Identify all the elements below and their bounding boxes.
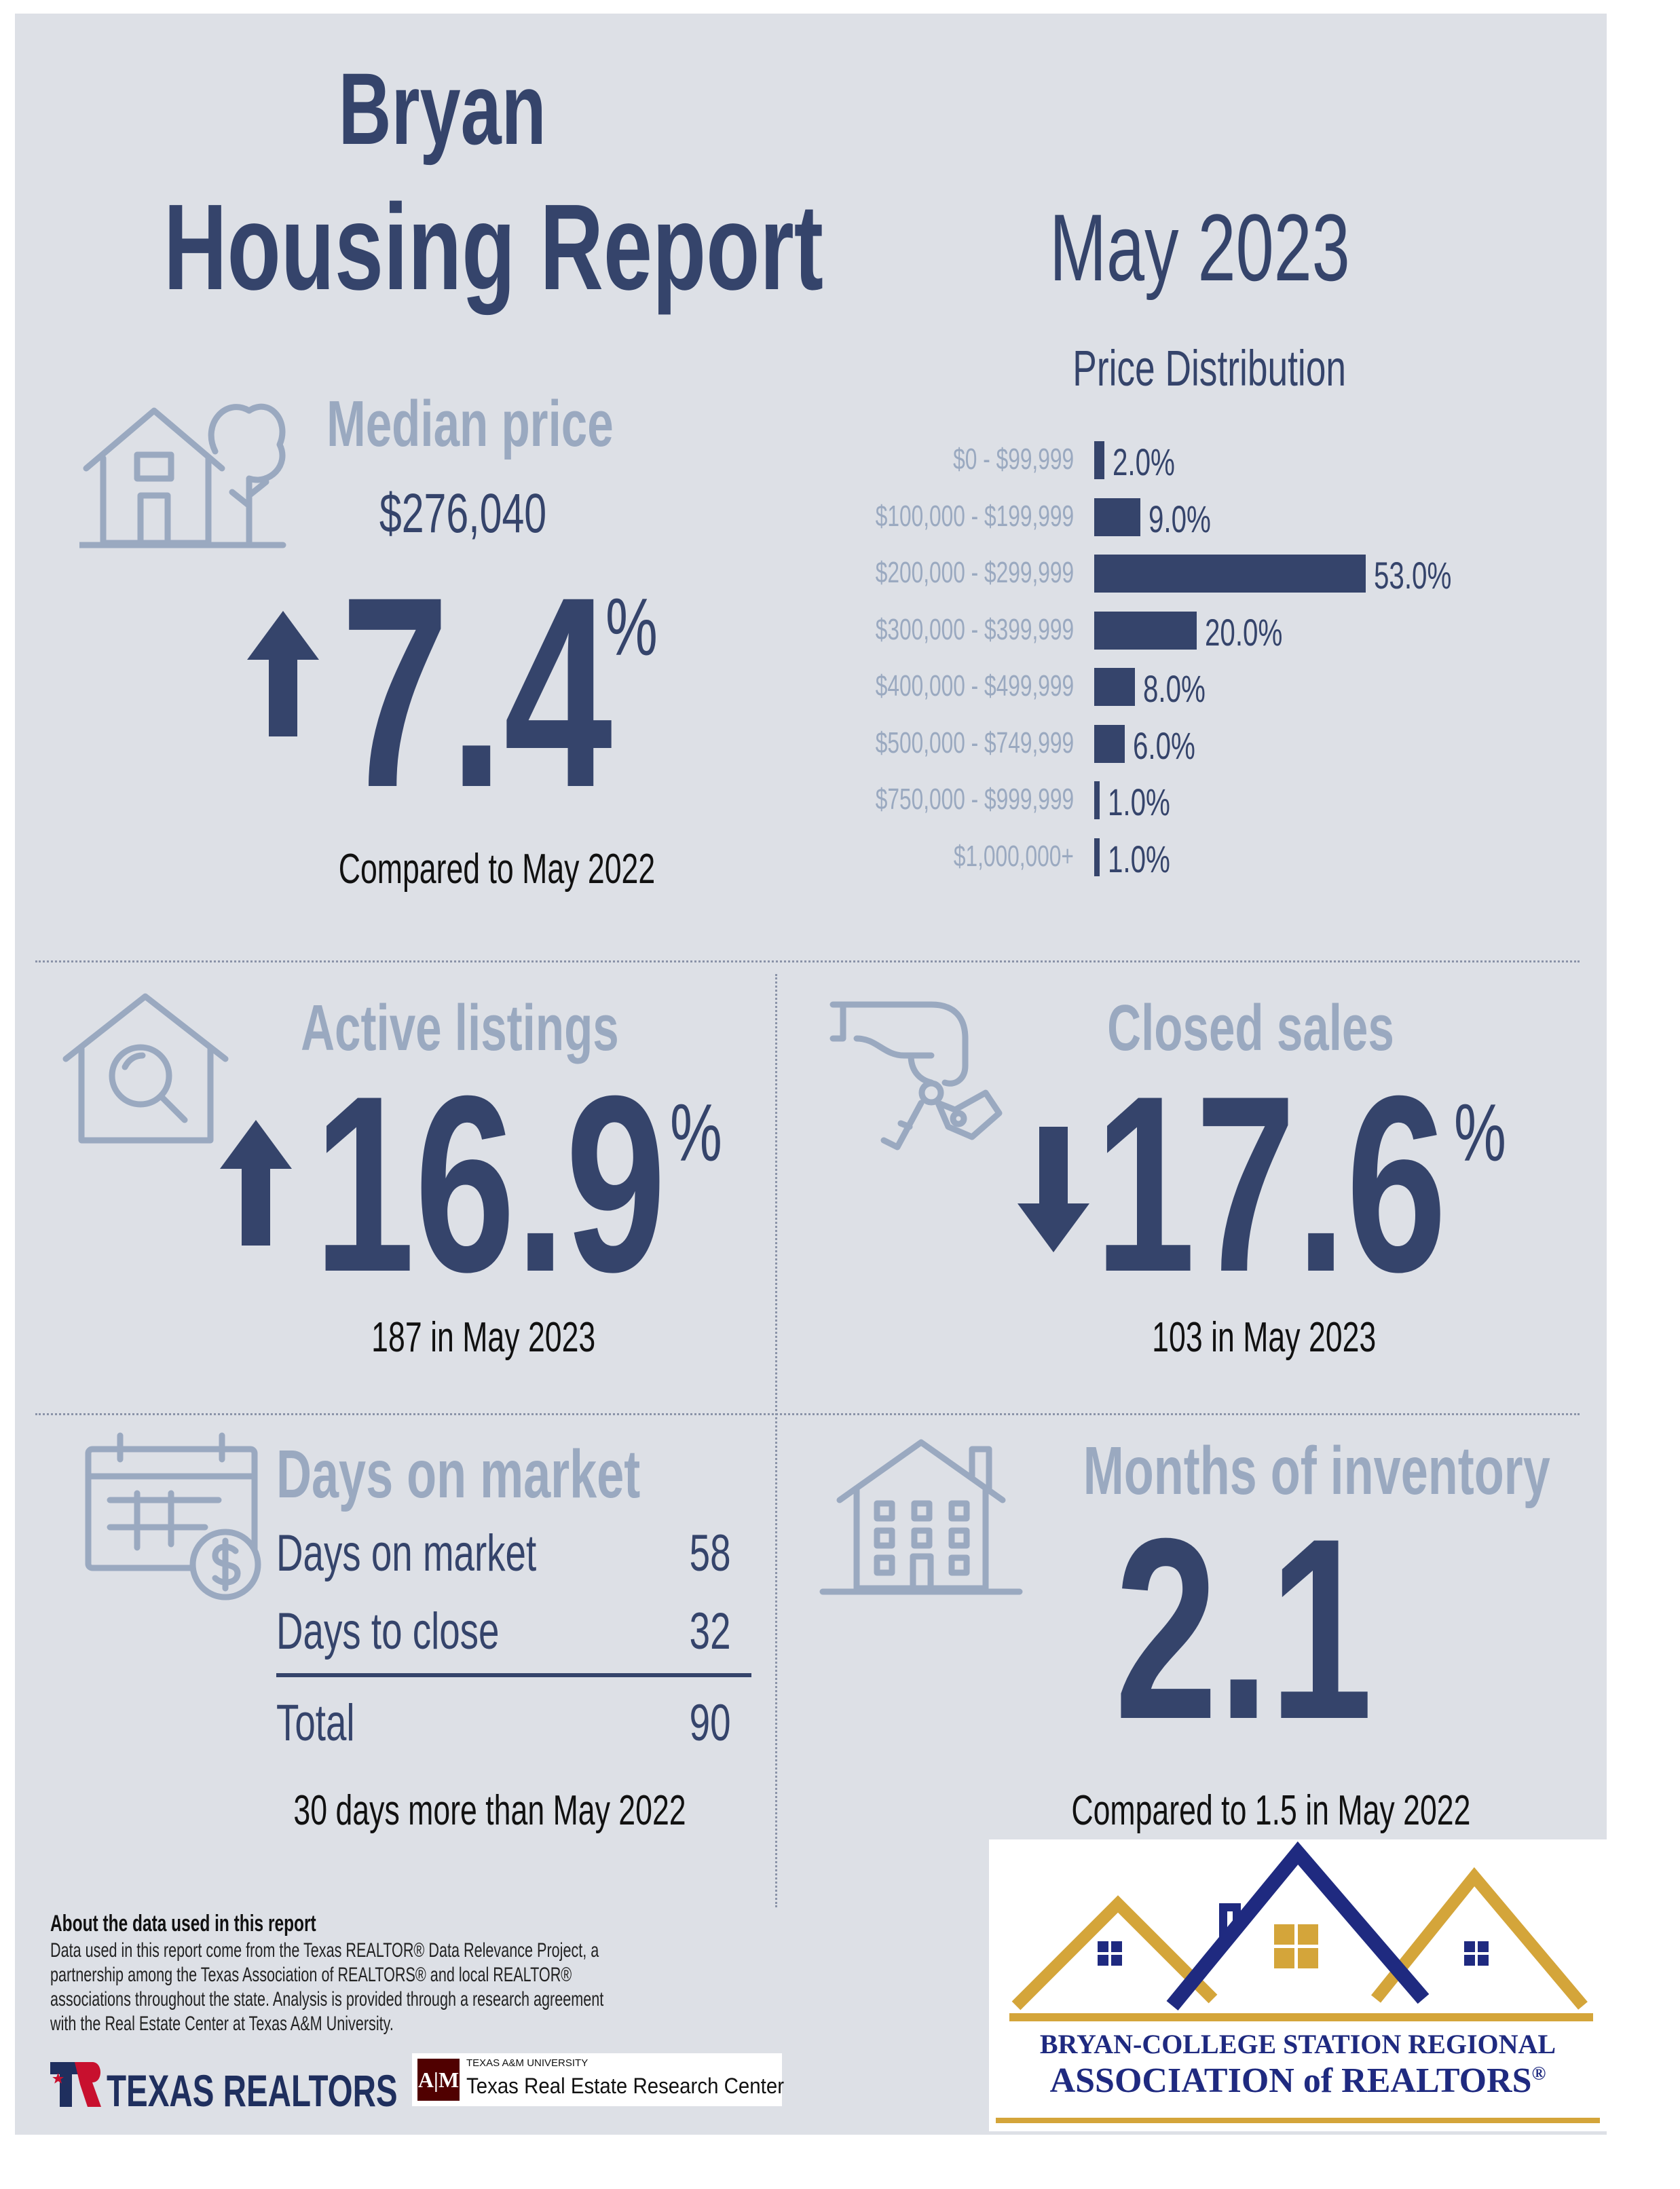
price-range-label: $500,000 - $749,999 xyxy=(875,726,1074,760)
price-range-label: $0 - $99,999 xyxy=(953,443,1074,476)
price-bar xyxy=(1094,668,1136,706)
active-listings-change: 16.9 xyxy=(314,1044,667,1324)
bcs-line2: ASSOCIATION of REALTORS xyxy=(1049,2061,1532,2100)
arrow-down-icon xyxy=(1018,1127,1089,1252)
price-bar-value: 20.0% xyxy=(1205,610,1283,654)
house-search-icon xyxy=(62,993,229,1144)
closed-sales-change: 17.6 xyxy=(1094,1044,1447,1324)
arrow-up-icon xyxy=(220,1120,292,1246)
median-price-value: $276,040 xyxy=(379,483,547,544)
price-bar xyxy=(1094,441,1105,479)
months-inventory-note: Compared to 1.5 in May 2022 xyxy=(1070,1787,1471,1834)
bcs-bottom-rule xyxy=(996,2118,1600,2123)
price-bar-value: 1.0% xyxy=(1107,781,1170,823)
median-price-note: Compared to May 2022 xyxy=(338,846,656,893)
bcs-line2-wrap: ASSOCIATION of REALTORS® xyxy=(989,2061,1607,2101)
report-page: Bryan Housing Report May 2023 Median pri… xyxy=(15,14,1607,2135)
price-bar-value: 6.0% xyxy=(1133,724,1196,767)
hand-key-icon xyxy=(829,1001,1003,1150)
active-listings-percent: % xyxy=(670,1087,722,1178)
price-range-label: $200,000 - $299,999 xyxy=(875,556,1074,589)
price-bar xyxy=(1094,611,1197,650)
city-title: Bryan xyxy=(338,52,547,166)
median-price-change: 7.4 xyxy=(340,540,613,844)
price-range-label: $1,000,000+ xyxy=(953,839,1074,873)
closed-sales-note: 103 in May 2023 xyxy=(1151,1314,1377,1361)
bcs-registered: ® xyxy=(1531,2063,1546,2084)
price-distribution-chart: $0 - $99,999 2.0% $100,000 - $199,999 9.0% $… xyxy=(15,14,1607,896)
months-inventory-heading: Months of inventory xyxy=(1083,1433,1550,1509)
dtc-row-value: 32 xyxy=(690,1603,731,1660)
median-price-percent: % xyxy=(605,582,658,673)
price-bar-value: 1.0% xyxy=(1107,837,1170,880)
median-price-heading: Median price xyxy=(326,388,614,460)
price-range-label: $300,000 - $399,999 xyxy=(875,612,1074,646)
closed-sales-percent: % xyxy=(1454,1087,1506,1178)
divider-1 xyxy=(35,960,1580,962)
days-on-market-note: 30 days more than May 2022 xyxy=(293,1787,687,1834)
months-inventory-value: 2.1 xyxy=(1114,1484,1373,1773)
price-range-label: $400,000 - $499,999 xyxy=(875,669,1074,703)
texas-realtors-logo-text: TEXAS REALTORS xyxy=(107,2065,398,2116)
tamu-mark-icon: A|M xyxy=(417,2059,460,2101)
price-bar xyxy=(1094,724,1125,763)
texas-realtors-logo-icon xyxy=(50,2062,101,2107)
price-bar-value: 2.0% xyxy=(1113,441,1175,483)
price-bar xyxy=(1094,781,1100,819)
about-heading: About the data used in this report xyxy=(50,1911,316,1937)
active-listings-heading: Active listings xyxy=(301,992,619,1064)
total-row-value: 90 xyxy=(690,1694,731,1752)
total-rule xyxy=(276,1673,751,1677)
price-bar xyxy=(1094,555,1366,593)
dtc-row-label: Days to close xyxy=(276,1603,500,1660)
price-distribution-heading: Price Distribution xyxy=(1072,340,1347,396)
price-bar-value: 9.0% xyxy=(1148,497,1211,540)
tamu-center-text: Texas Real Estate Research Center xyxy=(466,2074,784,2098)
report-period: May 2023 xyxy=(1049,194,1350,301)
about-body: Data used in this report come from the T… xyxy=(50,1939,604,2035)
bcs-rooftops-icon xyxy=(1009,1841,1593,2021)
arrow-up-icon xyxy=(247,611,319,736)
price-bar xyxy=(1094,838,1100,876)
bcs-association-logo: BRYAN-COLLEGE STATION REGIONAL ASSOCIATI… xyxy=(989,1839,1607,2131)
house-tree-icon xyxy=(79,403,286,548)
days-on-market-heading: Days on market xyxy=(276,1436,641,1512)
apartment-building-icon xyxy=(819,1439,1023,1595)
calendar-dollar-icon xyxy=(85,1432,261,1601)
price-bar-value: 8.0% xyxy=(1143,667,1206,710)
divider-vertical xyxy=(775,974,777,1907)
price-bar-value: 53.0% xyxy=(1374,554,1452,597)
total-row-label: Total xyxy=(276,1694,355,1752)
divider-2 xyxy=(35,1413,1580,1415)
closed-sales-heading: Closed sales xyxy=(1106,992,1394,1064)
price-range-label: $100,000 - $199,999 xyxy=(875,499,1074,533)
tamu-small-text: TEXAS A&M UNIVERSITY xyxy=(466,2057,589,2069)
price-range-label: $750,000 - $999,999 xyxy=(875,783,1074,816)
bcs-line1: BRYAN-COLLEGE STATION REGIONAL xyxy=(1039,2029,1556,2059)
active-listings-note: 187 in May 2023 xyxy=(371,1314,596,1361)
dom-row-value: 58 xyxy=(690,1524,731,1582)
dom-row-label: Days on market xyxy=(276,1524,537,1582)
price-bar xyxy=(1094,498,1140,536)
tamu-logo: A|M TEXAS A&M UNIVERSITY Texas Real Esta… xyxy=(412,2053,784,2106)
report-title: Housing Report xyxy=(163,179,823,316)
